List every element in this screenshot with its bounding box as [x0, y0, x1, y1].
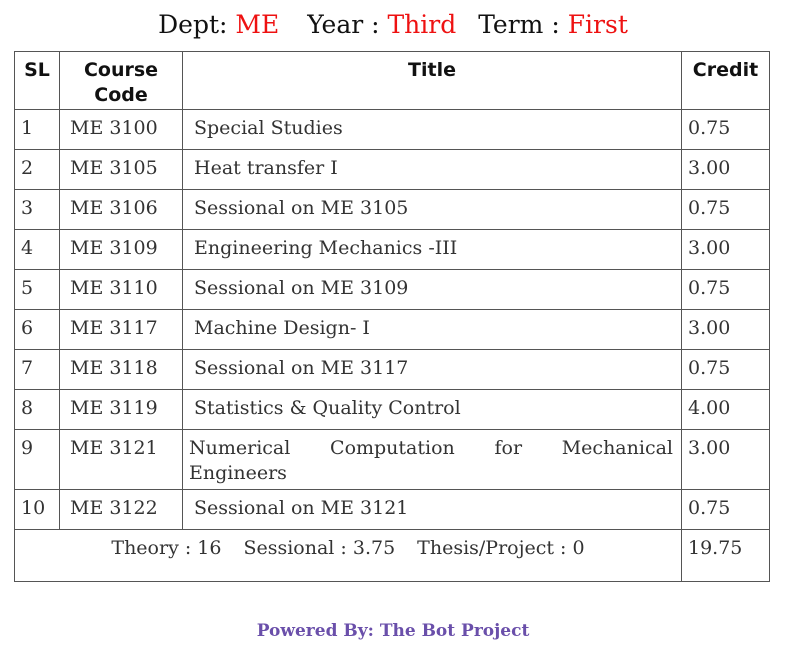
table-row: 7 ME 3118 Sessional on ME 3117 0.75	[14, 349, 770, 390]
cell-title: Numerical Computation for Mechanical Eng…	[182, 429, 682, 490]
header-course-code: Course Code	[59, 51, 183, 110]
cell-title: Heat transfer I	[182, 149, 682, 190]
cell-credit: 3.00	[681, 309, 770, 350]
year-value: Third	[387, 10, 457, 39]
cell-title: Sessional on ME 3121	[182, 489, 682, 530]
header-credit: Credit	[681, 51, 770, 110]
table-row: 8 ME 3119 Statistics & Quality Control 4…	[14, 389, 770, 430]
cell-code: ME 3105	[59, 149, 183, 190]
cell-credit: 3.00	[681, 229, 770, 270]
term-label: Term :	[478, 10, 560, 39]
header-code-line2: Code	[94, 84, 148, 106]
table-row: 9 ME 3121 Numerical Computation for Mech…	[14, 429, 770, 490]
cell-code: ME 3106	[59, 189, 183, 230]
cell-sl: 9	[14, 429, 60, 490]
cell-code: ME 3110	[59, 269, 183, 310]
dept-label: Dept:	[158, 10, 228, 39]
cell-credit: 0.75	[681, 109, 770, 150]
table-row: 3 ME 3106 Sessional on ME 3105 0.75	[14, 189, 770, 230]
cell-title: Machine Design- I	[182, 309, 682, 350]
summary-row: Theory : 16 Sessional : 3.75 Thesis/Projec…	[14, 529, 770, 582]
cell-code: ME 3109	[59, 229, 183, 270]
cell-code: ME 3117	[59, 309, 183, 350]
summary-theory: Theory : 16	[111, 537, 222, 559]
table-row: 6 ME 3117 Machine Design- I 3.00	[14, 309, 770, 350]
cell-code: ME 3122	[59, 489, 183, 530]
cell-title: Special Studies	[182, 109, 682, 150]
cell-credit: 3.00	[681, 429, 770, 490]
table-row: 4 ME 3109 Engineering Mechanics -III 3.0…	[14, 229, 770, 270]
term-value: First	[567, 10, 628, 39]
cell-credit: 0.75	[681, 269, 770, 310]
cell-credit: 0.75	[681, 189, 770, 230]
cell-credit: 0.75	[681, 349, 770, 390]
table-row: 10 ME 3122 Sessional on ME 3121 0.75	[14, 489, 770, 530]
cell-sl: 5	[14, 269, 60, 310]
cell-code: ME 3121	[59, 429, 183, 490]
header-code-line1: Course	[83, 59, 159, 81]
dept-value: ME	[235, 10, 280, 39]
summary-sessional: Sessional : 3.75	[243, 537, 396, 559]
cell-title: Statistics & Quality Control	[182, 389, 682, 430]
cell-sl: 10	[14, 489, 60, 530]
cell-sl: 6	[14, 309, 60, 350]
cell-title: Sessional on ME 3117	[182, 349, 682, 390]
cell-code: ME 3119	[59, 389, 183, 430]
summary-total-credit: 19.75	[681, 529, 770, 582]
course-table: SL Course Code Title Credit 1 ME 3100 Sp…	[14, 51, 770, 582]
cell-sl: 4	[14, 229, 60, 270]
powered-by-footer: Powered By: The Bot Project	[256, 621, 530, 641]
cell-title: Sessional on ME 3105	[182, 189, 682, 230]
cell-credit: 3.00	[681, 149, 770, 190]
cell-sl: 1	[14, 109, 60, 150]
table-row: 2 ME 3105 Heat transfer I 3.00	[14, 149, 770, 190]
header-sl: SL	[14, 51, 60, 110]
cell-sl: 8	[14, 389, 60, 430]
cell-code: ME 3118	[59, 349, 183, 390]
summary-thesis: Thesis/Project : 0	[417, 537, 585, 559]
summary-breakdown: Theory : 16 Sessional : 3.75 Thesis/Projec…	[14, 529, 682, 582]
cell-sl: 3	[14, 189, 60, 230]
cell-code: ME 3100	[59, 109, 183, 150]
year-label: Year :	[307, 10, 380, 39]
table-header-row: SL Course Code Title Credit	[14, 51, 770, 110]
cell-sl: 2	[14, 149, 60, 190]
cell-credit: 0.75	[681, 489, 770, 530]
cell-credit: 4.00	[681, 389, 770, 430]
page-heading: Dept: ME Year : Third Term : First	[0, 10, 786, 39]
table-row: 1 ME 3100 Special Studies 0.75	[14, 109, 770, 150]
header-title: Title	[182, 51, 682, 110]
cell-title: Engineering Mechanics -III	[182, 229, 682, 270]
cell-title: Sessional on ME 3109	[182, 269, 682, 310]
cell-sl: 7	[14, 349, 60, 390]
table-row: 5 ME 3110 Sessional on ME 3109 0.75	[14, 269, 770, 310]
